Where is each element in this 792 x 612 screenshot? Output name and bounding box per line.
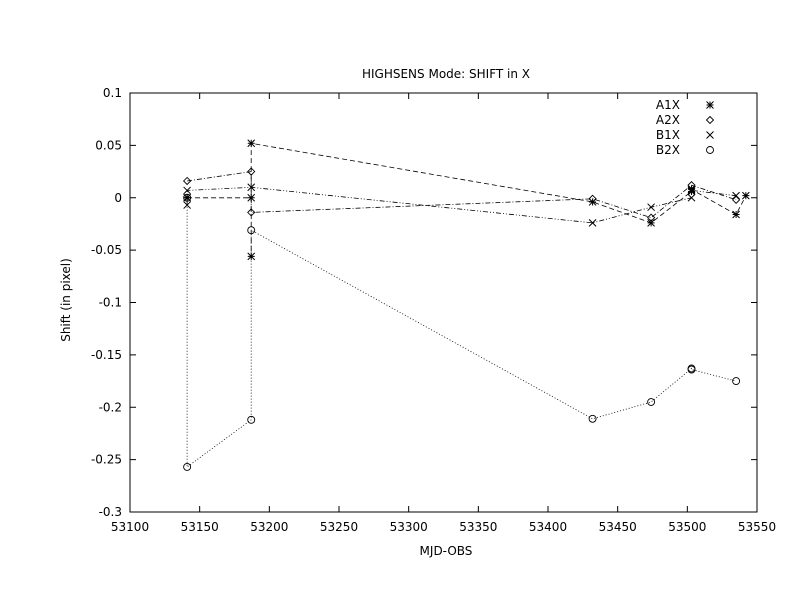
data-point-b2x [247,226,256,235]
x-tick-label: 53150 [181,520,219,534]
y-tick-label: -0.1 [99,296,122,310]
legend-label-b2x: B2X [656,143,680,157]
x-axis-label: MJD-OBS [420,544,473,558]
data-point-a2x [247,208,256,217]
y-tick-label: -0.05 [91,243,122,257]
x-tick-label: 53550 [738,520,776,534]
legend-label-b1x: B1X [656,128,680,142]
legend-marker-a2x [705,115,715,125]
series-line-a2x [187,171,737,219]
data-point-a2x [247,167,256,176]
data-point-b2x [183,193,192,202]
data-point-b2x [647,398,656,406]
series-b1x [183,183,740,227]
data-point-b1x [588,219,597,227]
data-point-a2x [588,194,597,203]
x-tick-label: 53400 [529,520,567,534]
legend-marker-b2x [706,146,714,154]
x-tick-label: 53300 [390,520,428,534]
series-b2x [183,193,741,471]
x-tick-label: 53350 [459,520,497,534]
data-point-b2x [732,377,741,386]
data-point-b2x [247,415,256,424]
y-tick-label: 0.05 [95,138,122,152]
data-point-b1x [687,193,696,202]
legend-marker-a1x [706,101,714,109]
y-tick-label: -0.3 [99,505,122,519]
data-point-a2x [182,176,192,186]
series-line-b1x [186,186,737,224]
series-layer [182,139,750,471]
data-point-b2x [588,414,597,423]
axis-ticks: 53100 53150 53200 53250 53300 53350 53400 53450… [91,86,776,534]
data-point-b1x [183,186,191,195]
data-point-b1x [647,203,655,212]
data-point-b1x [183,201,191,209]
data-point-a1x [647,219,655,227]
x-tick-label: 53500 [668,520,706,534]
data-point-b2x [687,365,696,374]
legend-marker-b1x [706,131,714,139]
data-point-a1x [741,191,750,200]
data-point-b1x [247,183,256,192]
y-tick-label: 0 [114,191,122,205]
data-point-a1x [247,139,256,148]
data-point-b1x [732,191,740,200]
data-point-a2x [687,181,696,190]
data-point-b2x [183,463,192,471]
data-point-a1x [732,210,740,219]
data-point-a2x [731,195,741,204]
y-axis-label: Shift (in pixel) [59,258,73,342]
legend-label-a1x: A1X [656,98,680,112]
data-point-a1x [247,252,256,261]
y-tick-label: 0.1 [103,86,122,100]
x-tick-label: 53250 [320,520,358,534]
legend-label-a2x: A2X [656,113,680,127]
chart-title: HIGHSENS Mode: SHIFT in X [362,67,530,81]
data-point-a1x [687,185,696,194]
series-line-a1x [187,142,747,257]
series-a1x [183,139,750,261]
series-line-b2x [186,197,737,468]
data-point-a2x [646,213,656,222]
y-tick-label: -0.25 [91,453,122,467]
data-point-b1x [687,186,696,195]
series-a2x [182,167,741,222]
x-tick-label: 53200 [250,520,288,534]
y-tick-label: -0.15 [91,348,122,362]
x-tick-label: 53450 [599,520,637,534]
y-tick-label: -0.2 [99,400,122,414]
x-tick-label: 53100 [111,520,149,534]
